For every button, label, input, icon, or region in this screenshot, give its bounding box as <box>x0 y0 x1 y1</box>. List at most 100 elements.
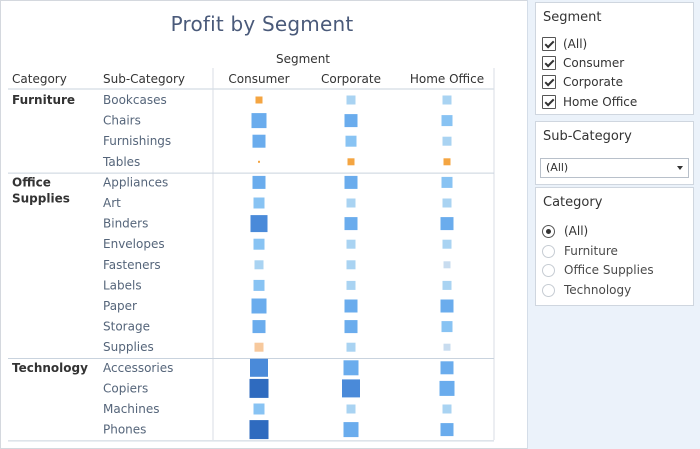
profit-square-mark <box>443 343 451 351</box>
subcategory-label: Tables <box>102 155 140 169</box>
radio-unselected-icon[interactable] <box>542 263 555 277</box>
profit-square-mark <box>442 404 452 414</box>
filter-panel: Segment (All) Consumer Corporate Home Of… <box>527 0 700 449</box>
profit-square-mark <box>346 239 356 249</box>
profit-square-mark <box>440 217 454 231</box>
profit-square-mark <box>442 136 452 146</box>
profit-square-mark <box>346 95 356 105</box>
radio-selected-icon[interactable] <box>542 224 555 238</box>
chevron-down-icon[interactable] <box>677 166 683 170</box>
profit-square-mark <box>254 342 264 352</box>
subcategory-label: Binders <box>103 217 148 231</box>
segment-option-corporate[interactable]: Corporate <box>542 73 688 91</box>
segment-option-all[interactable]: (All) <box>542 35 688 53</box>
profit-square-mark <box>342 379 360 398</box>
segment-option-consumer[interactable]: Consumer <box>542 54 688 72</box>
profit-square-mark <box>346 342 356 352</box>
subcategory-label: Phones <box>103 423 146 437</box>
category-option-label: Furniture <box>564 244 618 258</box>
profit-square-mark <box>441 115 453 127</box>
subcategory-label: Envelopes <box>103 237 165 251</box>
profit-square-mark <box>249 378 269 398</box>
profit-square-mark <box>442 239 452 249</box>
profit-square-mark <box>344 114 358 128</box>
profit-square-mark <box>250 358 268 377</box>
profit-square-mark <box>252 175 266 189</box>
profit-square-mark <box>440 299 454 313</box>
profit-square-mark <box>441 176 453 188</box>
segment-column-header: Home Office <box>410 72 484 86</box>
category-column-header: Category <box>12 72 67 86</box>
profit-square-mark <box>250 215 268 233</box>
profit-square-mark <box>343 360 359 376</box>
subcategory-label: Storage <box>103 320 150 334</box>
subcategory-label: Bookcases <box>103 93 167 107</box>
profit-square-mark <box>249 420 269 440</box>
segment-header-label: Segment <box>276 52 330 66</box>
subcategory-label: Furnishings <box>103 134 171 148</box>
subcategory-column-header: Sub-Category <box>103 72 185 86</box>
subcategory-label: Labels <box>103 278 142 292</box>
checkbox-checked-icon[interactable] <box>542 56 556 70</box>
checkbox-checked-icon[interactable] <box>542 75 556 89</box>
profit-square-mark <box>439 380 455 396</box>
profit-square-mark <box>346 280 356 290</box>
subcategory-label: Accessories <box>103 361 173 375</box>
profit-square-mark <box>344 175 358 189</box>
profit-square-mark <box>252 320 266 334</box>
category-label: Office Supplies <box>12 175 70 205</box>
profit-square-mark <box>346 260 356 270</box>
subcategory-label: Art <box>103 196 121 210</box>
radio-unselected-icon[interactable] <box>542 283 555 297</box>
profit-table-chart: Segment Category Sub-Category Consumer Corpo… <box>8 52 495 442</box>
profit-square-mark <box>254 260 264 270</box>
subcategory-dropdown[interactable]: (All) <box>540 158 689 178</box>
subcategory-label: Machines <box>103 402 159 416</box>
profit-square-mark <box>344 299 358 313</box>
profit-square-mark <box>443 158 451 166</box>
category-option-all[interactable]: (All) <box>542 222 688 240</box>
subcategory-label: Copiers <box>103 381 148 395</box>
segment-option-label: (All) <box>563 37 588 51</box>
checkbox-checked-icon[interactable] <box>542 37 556 51</box>
profit-square-mark <box>344 320 358 334</box>
checkbox-checked-icon[interactable] <box>542 95 556 109</box>
profit-square-mark <box>442 198 452 208</box>
segment-option-label: Home Office <box>563 95 638 109</box>
profit-square-mark <box>251 298 267 314</box>
segment-filter-title: Segment <box>543 10 602 25</box>
profit-square-mark <box>253 279 265 291</box>
profit-square-mark <box>440 423 454 437</box>
profit-square-mark <box>251 113 267 129</box>
category-option-label: (All) <box>564 224 589 238</box>
subcategory-dropdown-value: (All) <box>546 161 569 174</box>
category-option-label: Office Supplies <box>564 263 654 277</box>
profit-square-mark <box>343 422 359 438</box>
subcategory-label: Fasteners <box>103 258 161 272</box>
profit-square-mark <box>258 160 260 163</box>
subcategory-label: Supplies <box>103 340 154 354</box>
profit-square-mark <box>440 361 454 375</box>
profit-square-mark <box>442 95 452 105</box>
profit-square-mark <box>344 217 358 231</box>
segment-column-header: Corporate <box>321 72 381 86</box>
segment-option-label: Consumer <box>563 56 625 70</box>
profit-square-mark <box>346 198 356 208</box>
profit-square-mark <box>443 261 451 269</box>
category-label: Furniture <box>12 93 75 107</box>
category-filter-title: Category <box>543 195 603 210</box>
category-option-technology[interactable]: Technology <box>542 281 688 299</box>
profit-square-mark <box>252 134 266 148</box>
subcategory-label: Chairs <box>103 114 141 128</box>
category-option-furniture[interactable]: Furniture <box>542 242 688 260</box>
subcategory-label: Appliances <box>103 175 168 189</box>
profit-square-mark <box>255 96 263 104</box>
profit-square-mark <box>253 403 265 415</box>
profit-square-mark <box>442 280 452 290</box>
profit-square-mark <box>345 135 357 147</box>
radio-unselected-icon[interactable] <box>542 244 555 258</box>
category-option-office-supplies[interactable]: Office Supplies <box>542 261 688 279</box>
subcategory-filter-card: Sub-Category (All) <box>535 121 694 185</box>
segment-filter-card: Segment (All) Consumer Corporate Home Of… <box>535 2 694 115</box>
segment-option-home-office[interactable]: Home Office <box>542 93 688 111</box>
